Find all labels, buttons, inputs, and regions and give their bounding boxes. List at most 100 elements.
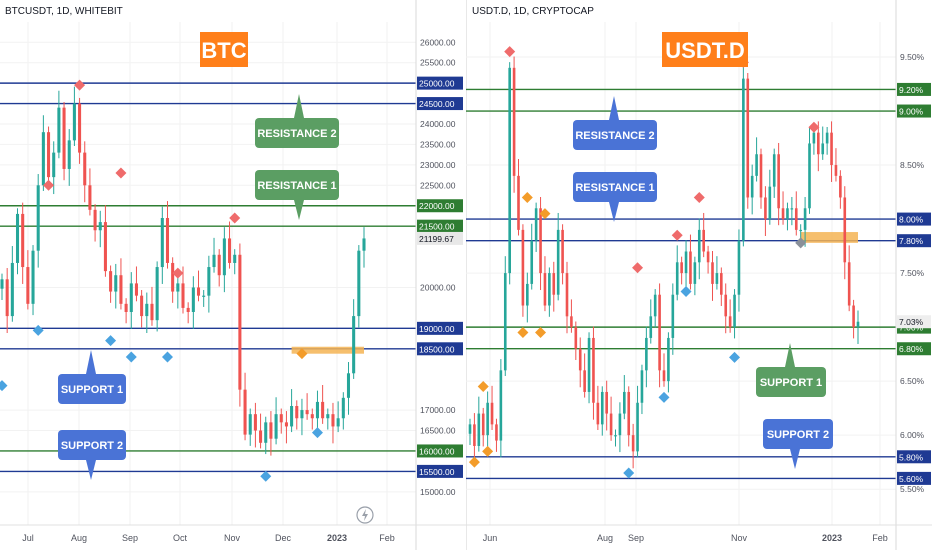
btc-x-tick-label: Feb: [379, 533, 395, 543]
btc-candle: [248, 414, 252, 435]
btc-candle: [140, 295, 144, 317]
usdtd-blue-diamond-marker: [658, 391, 670, 403]
usdtd-x-tick-label: 2023: [822, 533, 842, 543]
usdtd-x-tick-label: Nov: [731, 533, 748, 543]
btc-candle: [264, 422, 268, 443]
usdtd-annotation-3: SUPPORT 2: [763, 419, 833, 469]
usdtd-candle: [561, 229, 564, 274]
btc-candle: [160, 218, 164, 268]
btc-candle: [279, 414, 283, 423]
usdtd-last-price-tag: [897, 315, 931, 329]
usdtd-candle: [759, 154, 763, 198]
usdtd-blue-diamond-marker: [623, 467, 635, 479]
usdtd-candle: [631, 435, 635, 452]
btc-time-axis: Jul Aug Sep Oct Nov Dec 2023 Feb: [22, 533, 395, 543]
usdtd-annotation-label: RESISTANCE 1: [575, 182, 654, 194]
btc-candle: [62, 107, 66, 169]
btc-candle: [124, 303, 128, 312]
usdtd-last-price: 7.03%: [899, 317, 924, 327]
btc-level-tag: [417, 444, 463, 458]
usdtd-candle: [592, 337, 595, 403]
btc-level-labels: 25000.00 24500.00 22000.00 21500.00 19000.00…: [417, 76, 463, 478]
usdtd-price-axis: 9.50% 8.50% 7.50% 6.50% 6.00% 5.50%: [900, 52, 925, 494]
btc-annotation-2: SUPPORT 1: [58, 350, 126, 404]
lightning-icon[interactable]: [356, 506, 374, 524]
btc-annotation-box: [255, 170, 339, 200]
btc-candle: [233, 254, 237, 263]
btc-title: BTC: [201, 38, 246, 63]
usdtd-candle: [609, 413, 613, 436]
usdtd-candle: [636, 402, 639, 452]
btc-level-label: 15500.00: [419, 467, 455, 477]
btc-candle: [119, 275, 123, 304]
btc-candle: [5, 279, 9, 317]
usdtd-level-label: 5.80%: [899, 452, 924, 462]
usdtd-title-badge: [662, 32, 748, 67]
usdtd-orange-diamond-marker: [482, 445, 494, 457]
btc-candle: [191, 287, 195, 312]
usdtd-candle: [737, 240, 741, 295]
btc-annotation-arrow: [86, 350, 96, 374]
usdtd-candle: [517, 175, 520, 230]
usdtd-annotation-box: [763, 419, 833, 449]
usdtd-candle: [839, 175, 842, 198]
usdtd-blue-diamond-marker: [680, 285, 692, 297]
btc-level-label: 19000.00: [419, 324, 455, 334]
btc-blue-diamond-marker: [32, 324, 44, 336]
usdtd-level-tag: [897, 212, 931, 226]
btc-candle: [352, 316, 356, 374]
btc-candle: [36, 185, 40, 251]
usdtd-annotation-arrow: [609, 202, 619, 222]
usdtd-candle: [720, 273, 723, 295]
btc-y-tick-label: 23500.00: [420, 139, 456, 149]
btc-candle: [150, 303, 154, 321]
btc-candle: [21, 213, 25, 268]
btc-candle: [300, 410, 304, 419]
btc-candle: [305, 410, 309, 415]
btc-candle: [15, 213, 20, 263]
btc-level-tag: [417, 97, 463, 111]
btc-candle: [109, 271, 113, 292]
btc-candle: [57, 107, 61, 153]
usdtd-candle: [772, 154, 776, 187]
usdtd-annotation-label: SUPPORT 2: [767, 429, 829, 441]
usdtd-candle: [733, 294, 736, 328]
btc-candle: [171, 262, 175, 292]
usdtd-candle: [596, 402, 600, 425]
btc-x-tick-label: Nov: [224, 533, 241, 543]
usdtd-candle: [534, 208, 538, 241]
btc-candle: [10, 262, 14, 317]
usdtd-red-diamond-marker: [808, 121, 820, 133]
btc-candle: [98, 222, 102, 231]
btc-markers: [0, 79, 323, 482]
btc-candle: [331, 414, 335, 427]
btc-annotation-1: RESISTANCE 1: [255, 170, 339, 220]
btc-blue-diamond-marker: [0, 380, 8, 392]
usdtd-x-tick-label: Jun: [483, 533, 498, 543]
usdtd-candle: [724, 294, 728, 317]
btc-candle: [83, 152, 87, 186]
usdtd-annotation-0: RESISTANCE 2: [573, 96, 657, 150]
usdtd-candle: [808, 143, 811, 209]
usdtd-candle: [627, 391, 631, 436]
btc-last-price: 21199.67: [419, 234, 454, 244]
usdtd-y-tick-label: 7.50%: [900, 268, 925, 278]
usdtd-chart[interactable]: RESISTANCE 2 RESISTANCE 1 SUPPORT 1 SUPPORT…: [466, 0, 932, 550]
btc-candle: [67, 140, 71, 169]
btc-x-tick-label: 2023: [327, 533, 347, 543]
usdtd-x-tick-label: Aug: [597, 533, 613, 543]
btc-level-label: 25000.00: [419, 79, 455, 89]
btc-candle: [93, 209, 97, 231]
btc-candle: [259, 430, 263, 443]
usdtd-level-label: 7.80%: [899, 236, 924, 246]
btc-chart-header: BTCUSDT, 1D, WHITEBIT: [5, 6, 123, 17]
btc-candle: [145, 303, 149, 317]
usdtd-y-tick-label: 5.50%: [900, 484, 925, 494]
btc-orange-diamond-marker: [296, 348, 308, 360]
usdtd-candle: [530, 240, 534, 284]
usdtd-candle: [548, 273, 551, 306]
usdtd-candle: [706, 251, 710, 263]
btc-candle: [315, 401, 319, 419]
btc-chart[interactable]: RESISTANCE 2 RESISTANCE 1 SUPPORT 1 SUPPORT…: [0, 0, 466, 550]
btc-annotation-box: [255, 118, 339, 148]
